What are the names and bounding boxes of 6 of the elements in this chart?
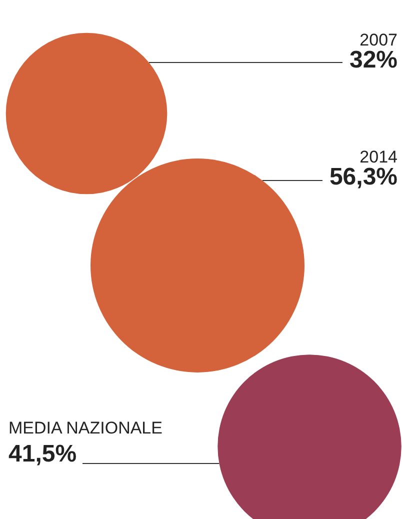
data-label: 56,3%: [329, 164, 398, 190]
category-label: 2014: [360, 148, 398, 166]
category-label: MEDIA NAZIONALE: [8, 418, 162, 438]
data-label: 32%: [349, 46, 398, 74]
category-label: 2007: [360, 30, 398, 50]
data-label: 41,5%: [8, 440, 77, 468]
